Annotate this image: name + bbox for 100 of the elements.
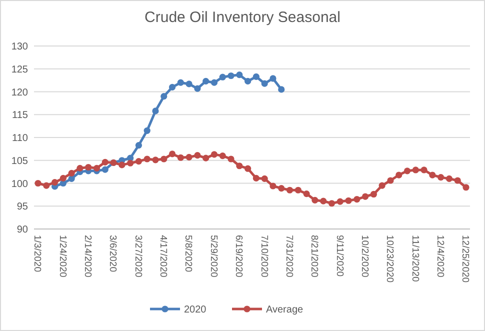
x-tick-label: 10/2/2020 [358,235,370,278]
point [286,186,294,194]
y-tick-label: 125 [11,64,28,76]
point [252,73,260,80]
x-tick-label: 10/23/2020 [384,235,396,283]
point [127,160,134,166]
point [194,85,201,92]
point [118,162,126,168]
point [354,196,360,203]
legend-label: Average [266,304,304,316]
point [68,175,75,182]
point [462,184,470,191]
point [194,152,201,159]
point [378,182,386,189]
point [43,182,50,189]
point [336,198,344,205]
point [261,80,268,87]
point [412,166,419,174]
point [144,127,150,134]
point [261,175,268,182]
y-tick-label: 130 [11,42,28,52]
point [160,156,168,162]
point [135,158,142,165]
point [270,75,276,82]
point [252,174,260,182]
point [34,180,42,187]
y-tick-label: 95 [16,202,28,213]
point [177,154,184,161]
x-tick-label: 3/6/2020 [107,235,118,272]
x-tick-label: 3/27/2020 [132,235,144,278]
point [210,151,218,158]
point [152,156,159,164]
y-tick-label: 120 [11,87,28,98]
point [152,108,159,114]
x-tick-label: 4/17/2020 [158,235,169,278]
point [168,84,176,90]
x-tick-label: 5/29/2020 [208,235,219,278]
point [210,79,218,86]
point [328,200,336,207]
point [294,186,302,194]
x-tick-label: 1/24/2020 [56,235,68,278]
point [387,177,394,184]
y-tick-label: 105 [11,156,28,167]
point [404,168,411,174]
point [135,142,142,149]
point [362,193,369,200]
x-tick-label: 2/14/2020 [82,235,94,278]
point [160,93,168,100]
point [454,177,461,184]
point [278,184,285,192]
point [186,154,192,160]
x-tick-label: 5/8/2020 [182,235,194,272]
point [68,170,75,176]
point [244,165,252,172]
point [202,154,210,162]
y-tick-label: 100 [11,178,28,190]
point [219,74,226,80]
point [345,197,352,204]
x-tick-label: 9/11/2020 [334,235,345,277]
point [244,78,252,85]
point [236,72,243,78]
point [168,150,176,158]
chart-title: Crude Oil Inventory Seasonal [144,9,340,26]
x-tick-label: 6/19/2020 [233,235,244,278]
point [278,86,285,93]
point [438,174,444,181]
point [102,158,108,166]
x-tick-label: 12/4/2020 [434,235,446,278]
point [202,78,210,85]
x-tick-label: 1/3/2020 [32,235,43,272]
y-tick-label: 90 [16,224,28,236]
point [446,175,453,182]
point [312,196,318,204]
x-tick-label: 11/13/2020 [409,235,420,282]
point [51,179,58,186]
x-tick-label: 8/21/2020 [308,235,320,278]
point [420,166,428,174]
point [85,164,92,171]
point [60,174,66,182]
point [144,156,150,162]
point [186,80,192,88]
legend-label: 2020 [184,304,207,316]
y-tick-label: 110 [12,133,28,144]
x-tick-label: 12/25/2020 [460,235,471,283]
point [102,166,108,173]
point [396,172,402,178]
point [228,72,234,80]
point [177,79,184,86]
y-tick-label: 115 [12,110,28,122]
point [303,190,310,198]
point [370,190,377,198]
point [270,182,276,190]
point [429,172,436,178]
x-tick-label: 7/31/2020 [283,235,294,278]
point [219,152,226,160]
point [76,164,84,172]
x-tick-label: 7/10/2020 [258,235,270,278]
point [236,162,243,170]
point [228,156,234,162]
point [93,164,100,172]
